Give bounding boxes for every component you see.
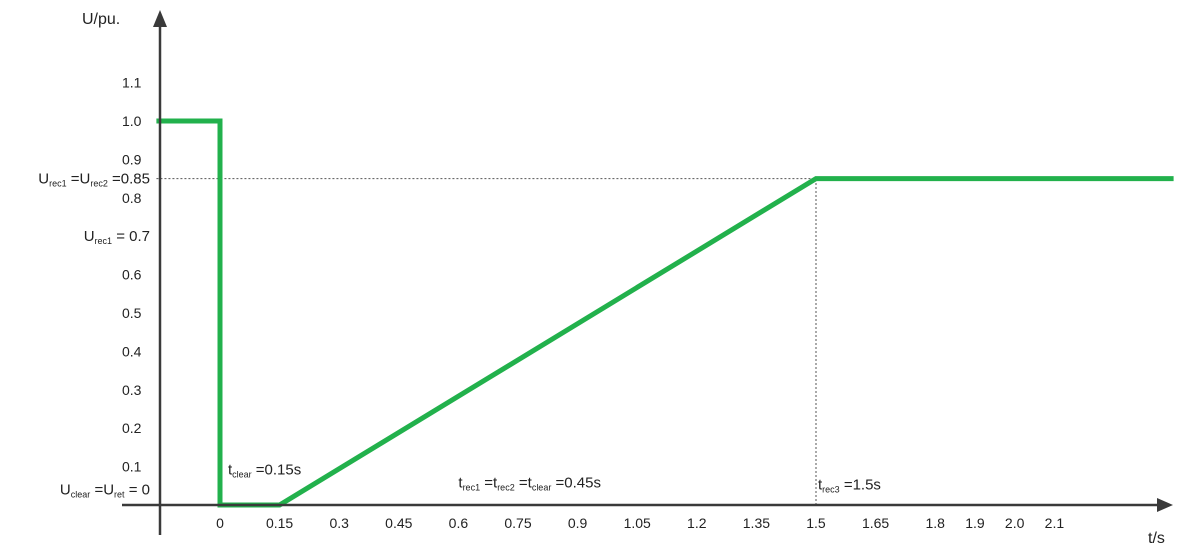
y-annotation: Urec1 =Urec2 =0.85: [38, 171, 150, 189]
x-tick-label: 0.15: [266, 515, 293, 531]
x-tick-label: 1.05: [624, 515, 651, 531]
y-axis-arrow-icon: [153, 10, 167, 27]
axes: [122, 10, 1173, 535]
point-annotation: tclear =0.15s: [228, 461, 301, 479]
x-axis-arrow-icon: [1157, 498, 1173, 512]
x-tick-label: 0.75: [504, 515, 531, 531]
y-tick-label: 0.3: [122, 382, 142, 398]
x-tick-label: 0: [216, 515, 224, 531]
y-tick-label: 0.1: [122, 459, 142, 475]
y-annotation: Uclear =Uret = 0: [60, 482, 150, 500]
y-tick-label: 0.6: [122, 267, 142, 283]
x-tick-label: 0.6: [449, 515, 469, 531]
x-tick-label: 2.1: [1045, 515, 1065, 531]
x-tick-label: 1.35: [743, 515, 770, 531]
x-axis-title: t/s: [1148, 530, 1165, 547]
x-tick-label: 1.5: [806, 515, 826, 531]
x-tick-label: 1.9: [965, 515, 985, 531]
y-annotation: Urec1 = 0.7: [84, 228, 150, 246]
x-tick-label: 0.9: [568, 515, 588, 531]
y-tick-label: 0.2: [122, 420, 142, 436]
point-annotation: trec3 =1.5s: [818, 477, 881, 495]
y-tick-label: 0.5: [122, 305, 142, 321]
annotations: Urec1 =Urec2 =0.85 Urec1 = 0.7 Uclear =Ure…: [38, 171, 881, 500]
x-tick-label: 0.3: [329, 515, 349, 531]
y-tick-label: 0.8: [122, 190, 142, 206]
x-tick-label: 1.2: [687, 515, 707, 531]
y-tick-label: 0.9: [122, 151, 142, 167]
y-tick-label: 1.0: [122, 113, 142, 129]
y-tick-label: 1.1: [122, 75, 142, 91]
guide-lines: [156, 178, 817, 505]
point-annotation: trec1 =trec2 =tclear =0.45s: [458, 475, 601, 493]
x-tick-label: 0.45: [385, 515, 412, 531]
x-tick-label: 2.0: [1005, 515, 1025, 531]
x-tick-label: 1.65: [862, 515, 889, 531]
y-tick-label: 0.4: [122, 343, 142, 359]
x-tick-labels: 0 0.15 0.3 0.45 0.6 0.75 0.9 1.05 1.2 1.35 1.5 1.65…: [216, 515, 1064, 531]
x-tick-label: 1.8: [925, 515, 945, 531]
y-tick-labels: 0.1 0.2 0.3 0.4 0.5 0.6 0.8 0.9 1.0 1.1: [122, 75, 142, 475]
y-axis-title: U/pu.: [82, 11, 120, 28]
